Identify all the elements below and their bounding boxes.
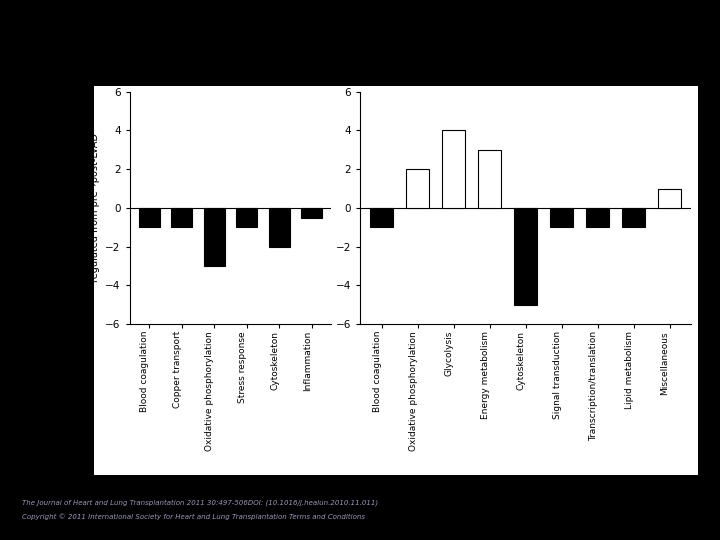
Text: The Journal of Heart and Lung Transplantation 2011 30:497-506DOI: (10.1016/j.hea: The Journal of Heart and Lung Transplant… [22, 500, 378, 506]
Bar [138, 208, 160, 227]
Bar [586, 208, 609, 227]
Bar [442, 131, 465, 208]
Bar [171, 208, 192, 227]
Y-axis label: Number of proteins up- and down-
regulated from pre→post-LVAD: Number of proteins up- and down- regulat… [78, 124, 99, 292]
Bar [658, 188, 681, 208]
Text: Figure 4: Figure 4 [335, 22, 385, 35]
Title: DCM: DCM [215, 76, 246, 89]
Text: Copyright © 2011 International Society for Heart and Lung Transplantation Terms : Copyright © 2011 International Society f… [22, 513, 364, 519]
Bar [301, 208, 323, 218]
Bar [204, 208, 225, 266]
Bar [514, 208, 537, 305]
Bar [550, 208, 573, 227]
Bar [269, 208, 289, 247]
Title: IHD: IHD [513, 76, 538, 89]
Bar [236, 208, 257, 227]
Bar [478, 150, 501, 208]
Bar [622, 208, 645, 227]
Bar [406, 169, 429, 208]
Bar [370, 208, 393, 227]
